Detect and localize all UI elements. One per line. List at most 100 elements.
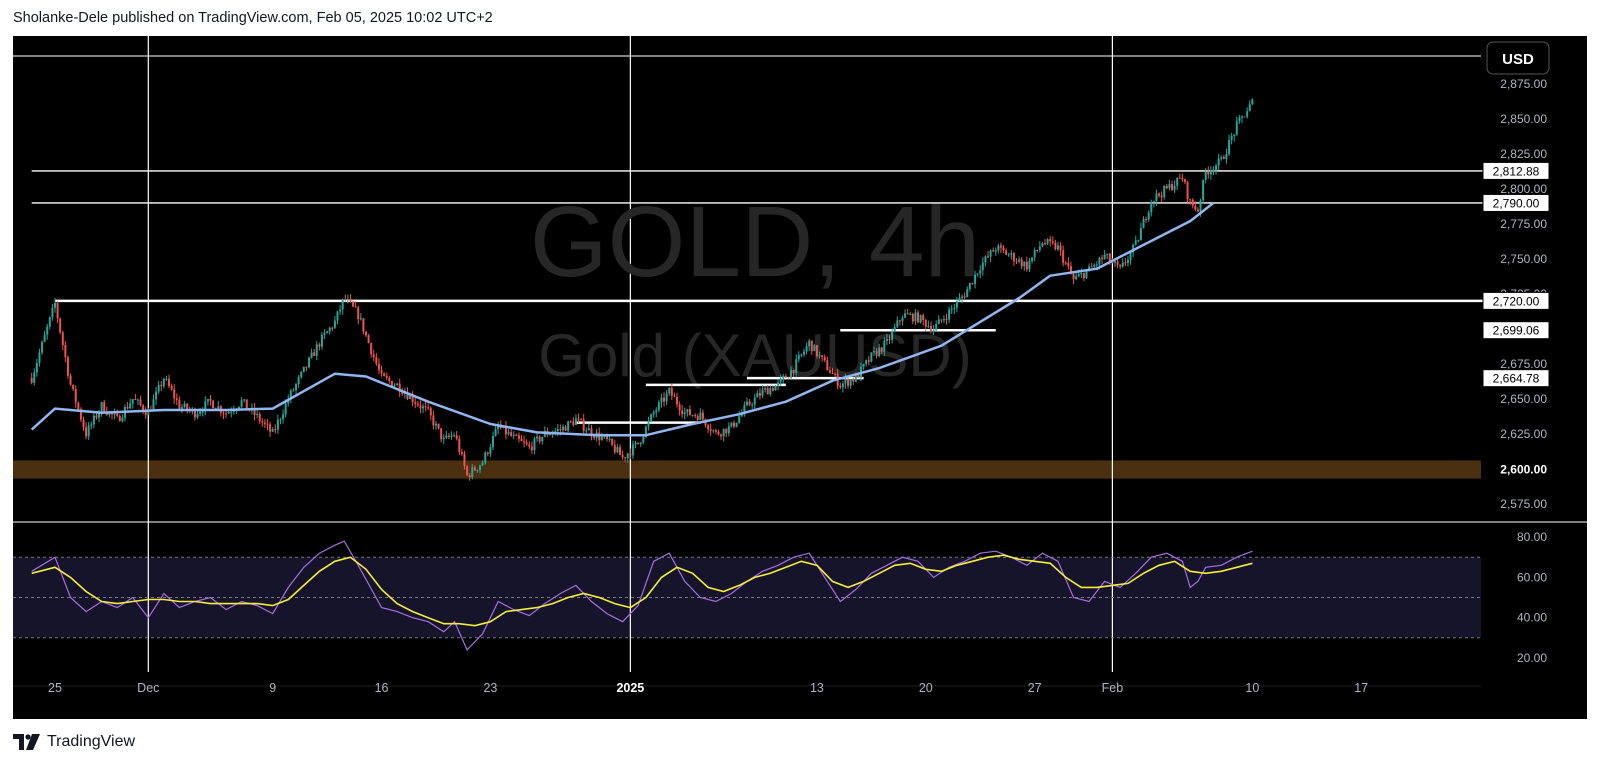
price-candle bbox=[994, 247, 997, 256]
currency-button[interactable]: USD bbox=[1486, 41, 1550, 75]
price-candle bbox=[1028, 258, 1031, 272]
price-candle bbox=[888, 335, 891, 345]
price-candle bbox=[1095, 261, 1098, 268]
price-candle bbox=[346, 294, 349, 304]
price-candle bbox=[520, 435, 523, 442]
price-candle bbox=[142, 404, 145, 415]
price-candle bbox=[937, 315, 940, 325]
price-candle bbox=[911, 312, 914, 325]
price-candle bbox=[155, 386, 158, 405]
price-candle bbox=[245, 399, 248, 409]
footer-brand[interactable]: TradingView bbox=[13, 733, 135, 751]
price-candle bbox=[466, 465, 469, 477]
price-candle bbox=[657, 400, 660, 413]
price-candle bbox=[129, 398, 132, 410]
price-candle bbox=[1007, 252, 1010, 257]
price-candle bbox=[1049, 235, 1052, 247]
price-candle bbox=[326, 330, 329, 334]
price-candle bbox=[1152, 200, 1155, 208]
price-candle bbox=[204, 396, 207, 416]
price-candle bbox=[1020, 257, 1023, 270]
price-candle bbox=[1178, 173, 1181, 179]
time-axis-tick: 27 bbox=[1028, 681, 1042, 695]
price-candle bbox=[574, 414, 577, 426]
price-candle bbox=[683, 407, 686, 420]
price-candle bbox=[626, 452, 629, 463]
price-candle bbox=[631, 440, 634, 460]
time-axis-tick: 20 bbox=[919, 681, 933, 695]
price-candle bbox=[476, 469, 479, 473]
price-candle bbox=[422, 403, 425, 414]
price-candle bbox=[479, 464, 482, 474]
price-candle bbox=[665, 390, 668, 406]
price-candle bbox=[471, 463, 474, 480]
price-candle bbox=[434, 421, 437, 430]
price-candle bbox=[577, 413, 580, 424]
price-candle bbox=[676, 392, 678, 408]
price-candle bbox=[116, 409, 119, 418]
price-candle bbox=[82, 416, 85, 431]
price-candle bbox=[624, 456, 627, 462]
price-candle bbox=[1085, 270, 1088, 279]
price-candle bbox=[1082, 272, 1085, 282]
price-candle bbox=[564, 424, 567, 431]
price-candle bbox=[828, 366, 831, 374]
price-candle bbox=[784, 373, 787, 378]
price-candle bbox=[639, 442, 642, 447]
price-candle bbox=[196, 409, 199, 420]
price-candle bbox=[43, 330, 46, 343]
price-candle bbox=[48, 316, 51, 330]
chart-frame[interactable]: GOLD, 4h Gold (XAUUSD) 2,875.00 2,850.00 2… bbox=[13, 36, 1587, 719]
price-candle bbox=[383, 372, 386, 377]
price-candle bbox=[1158, 192, 1161, 198]
price-candle bbox=[826, 356, 829, 371]
price-candle bbox=[670, 383, 673, 401]
rsi-axis-tick: 80.00 bbox=[1517, 530, 1547, 544]
price-candle bbox=[1181, 173, 1184, 183]
price-candle bbox=[87, 422, 90, 441]
price-candle bbox=[1142, 216, 1145, 229]
price-candle bbox=[751, 402, 754, 410]
price-candle bbox=[289, 389, 292, 404]
price-candle bbox=[253, 402, 256, 421]
price-candle bbox=[758, 387, 761, 400]
price-candle bbox=[961, 294, 964, 304]
tradingview-chart[interactable]: GOLD, 4h Gold (XAUUSD) 2,875.002,850.002… bbox=[13, 36, 1587, 719]
price-candle bbox=[644, 425, 647, 439]
price-candle bbox=[963, 292, 966, 300]
price-candle bbox=[318, 342, 321, 351]
price-candle bbox=[958, 293, 961, 302]
price-candle bbox=[834, 372, 837, 378]
price-candle bbox=[370, 342, 373, 358]
price-candle bbox=[1189, 198, 1192, 205]
price-candle bbox=[707, 423, 710, 433]
price-candle bbox=[1217, 153, 1220, 171]
price-candle bbox=[1056, 241, 1059, 252]
price-candle bbox=[180, 403, 183, 414]
price-candle bbox=[393, 383, 396, 388]
price-candle bbox=[821, 354, 824, 362]
price-candle bbox=[437, 423, 440, 430]
price-candle bbox=[673, 392, 676, 398]
price-candle bbox=[932, 325, 935, 336]
price-candle bbox=[517, 432, 520, 443]
price-candle bbox=[613, 440, 616, 455]
rsi-ma-line bbox=[31, 554, 1253, 627]
price-candle bbox=[162, 377, 165, 389]
currency-label: USD bbox=[1502, 51, 1534, 68]
price-candle bbox=[940, 319, 943, 323]
price-candle bbox=[157, 380, 160, 394]
price-candle bbox=[271, 427, 274, 433]
time-axis-tick: 13 bbox=[810, 681, 824, 695]
price-candle bbox=[997, 243, 1000, 254]
price-candle bbox=[41, 340, 44, 355]
price-candle bbox=[170, 383, 173, 391]
price-candle bbox=[79, 407, 82, 423]
price-candle bbox=[587, 423, 590, 431]
price-candle bbox=[971, 282, 974, 285]
price-candle bbox=[582, 414, 585, 434]
price-candle bbox=[872, 346, 875, 356]
rsi-axis-tick: 60.00 bbox=[1517, 570, 1547, 584]
price-candle bbox=[424, 401, 427, 412]
price-candle bbox=[168, 374, 171, 388]
